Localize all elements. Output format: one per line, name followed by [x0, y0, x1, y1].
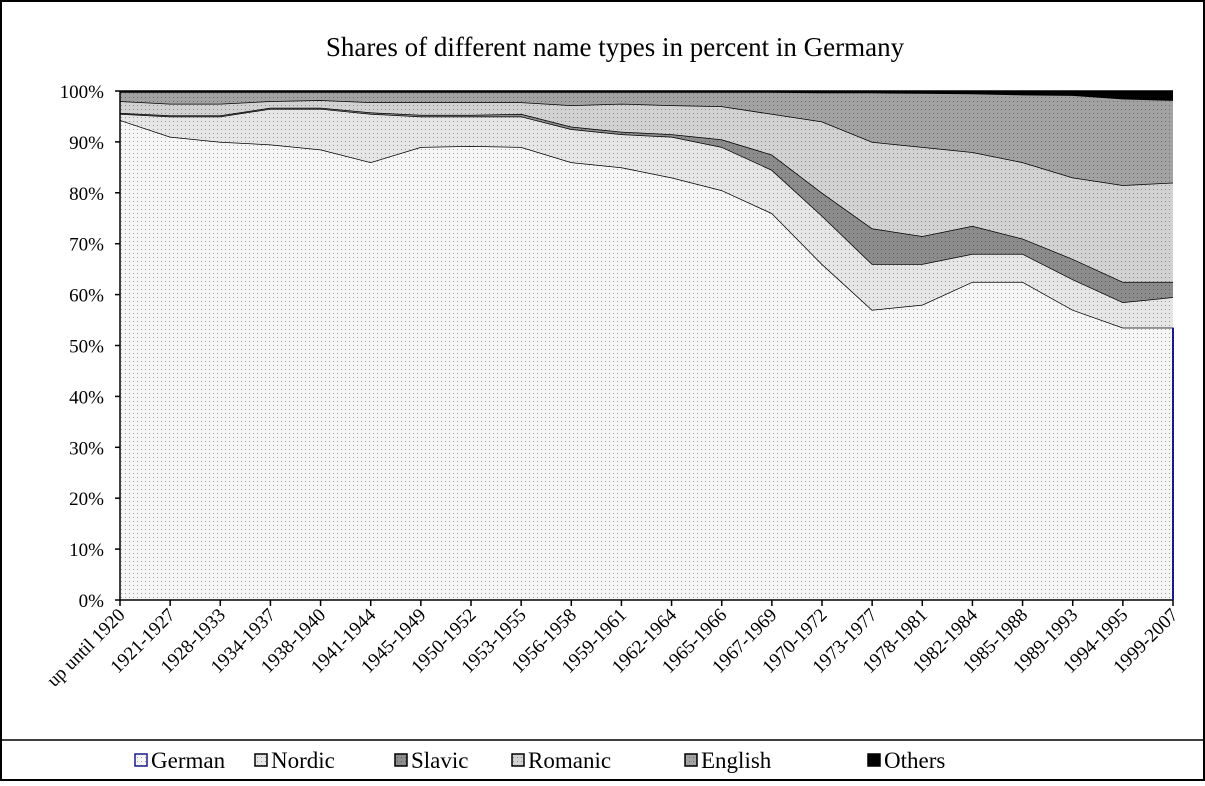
area — [120, 100, 1173, 282]
y-tick-label: 40% — [69, 387, 104, 408]
legend-label: Others — [884, 748, 945, 773]
legend-label: Nordic — [271, 748, 335, 773]
legend-swatch — [511, 753, 525, 767]
chart-title: Shares of different name types in percen… — [326, 32, 905, 62]
y-tick-label: 30% — [69, 438, 104, 459]
y-tick-label: 100% — [60, 82, 105, 103]
y-tick-label: 10% — [69, 540, 104, 561]
y-tick-label: 60% — [69, 286, 104, 307]
legend-swatch — [684, 753, 698, 767]
legend-label: English — [701, 748, 772, 773]
y-tick-label: 0% — [79, 591, 105, 612]
legend-swatch — [394, 753, 408, 767]
legend-swatch — [134, 753, 148, 767]
area — [120, 92, 1173, 186]
area — [120, 107, 1173, 303]
legend-label: Slavic — [411, 748, 469, 773]
area — [120, 91, 1173, 101]
y-tick-label: 90% — [69, 133, 104, 154]
area — [120, 120, 1173, 600]
legend-swatch — [867, 753, 881, 767]
y-tick-label: 80% — [69, 184, 104, 205]
legend-label: German — [151, 748, 226, 773]
legend-label: Romanic — [528, 748, 611, 773]
y-tick-label: 70% — [69, 235, 104, 256]
area — [120, 108, 1173, 328]
y-tick-label: 20% — [69, 489, 104, 510]
y-tick-label: 50% — [69, 337, 104, 358]
legend-swatch — [254, 753, 268, 767]
